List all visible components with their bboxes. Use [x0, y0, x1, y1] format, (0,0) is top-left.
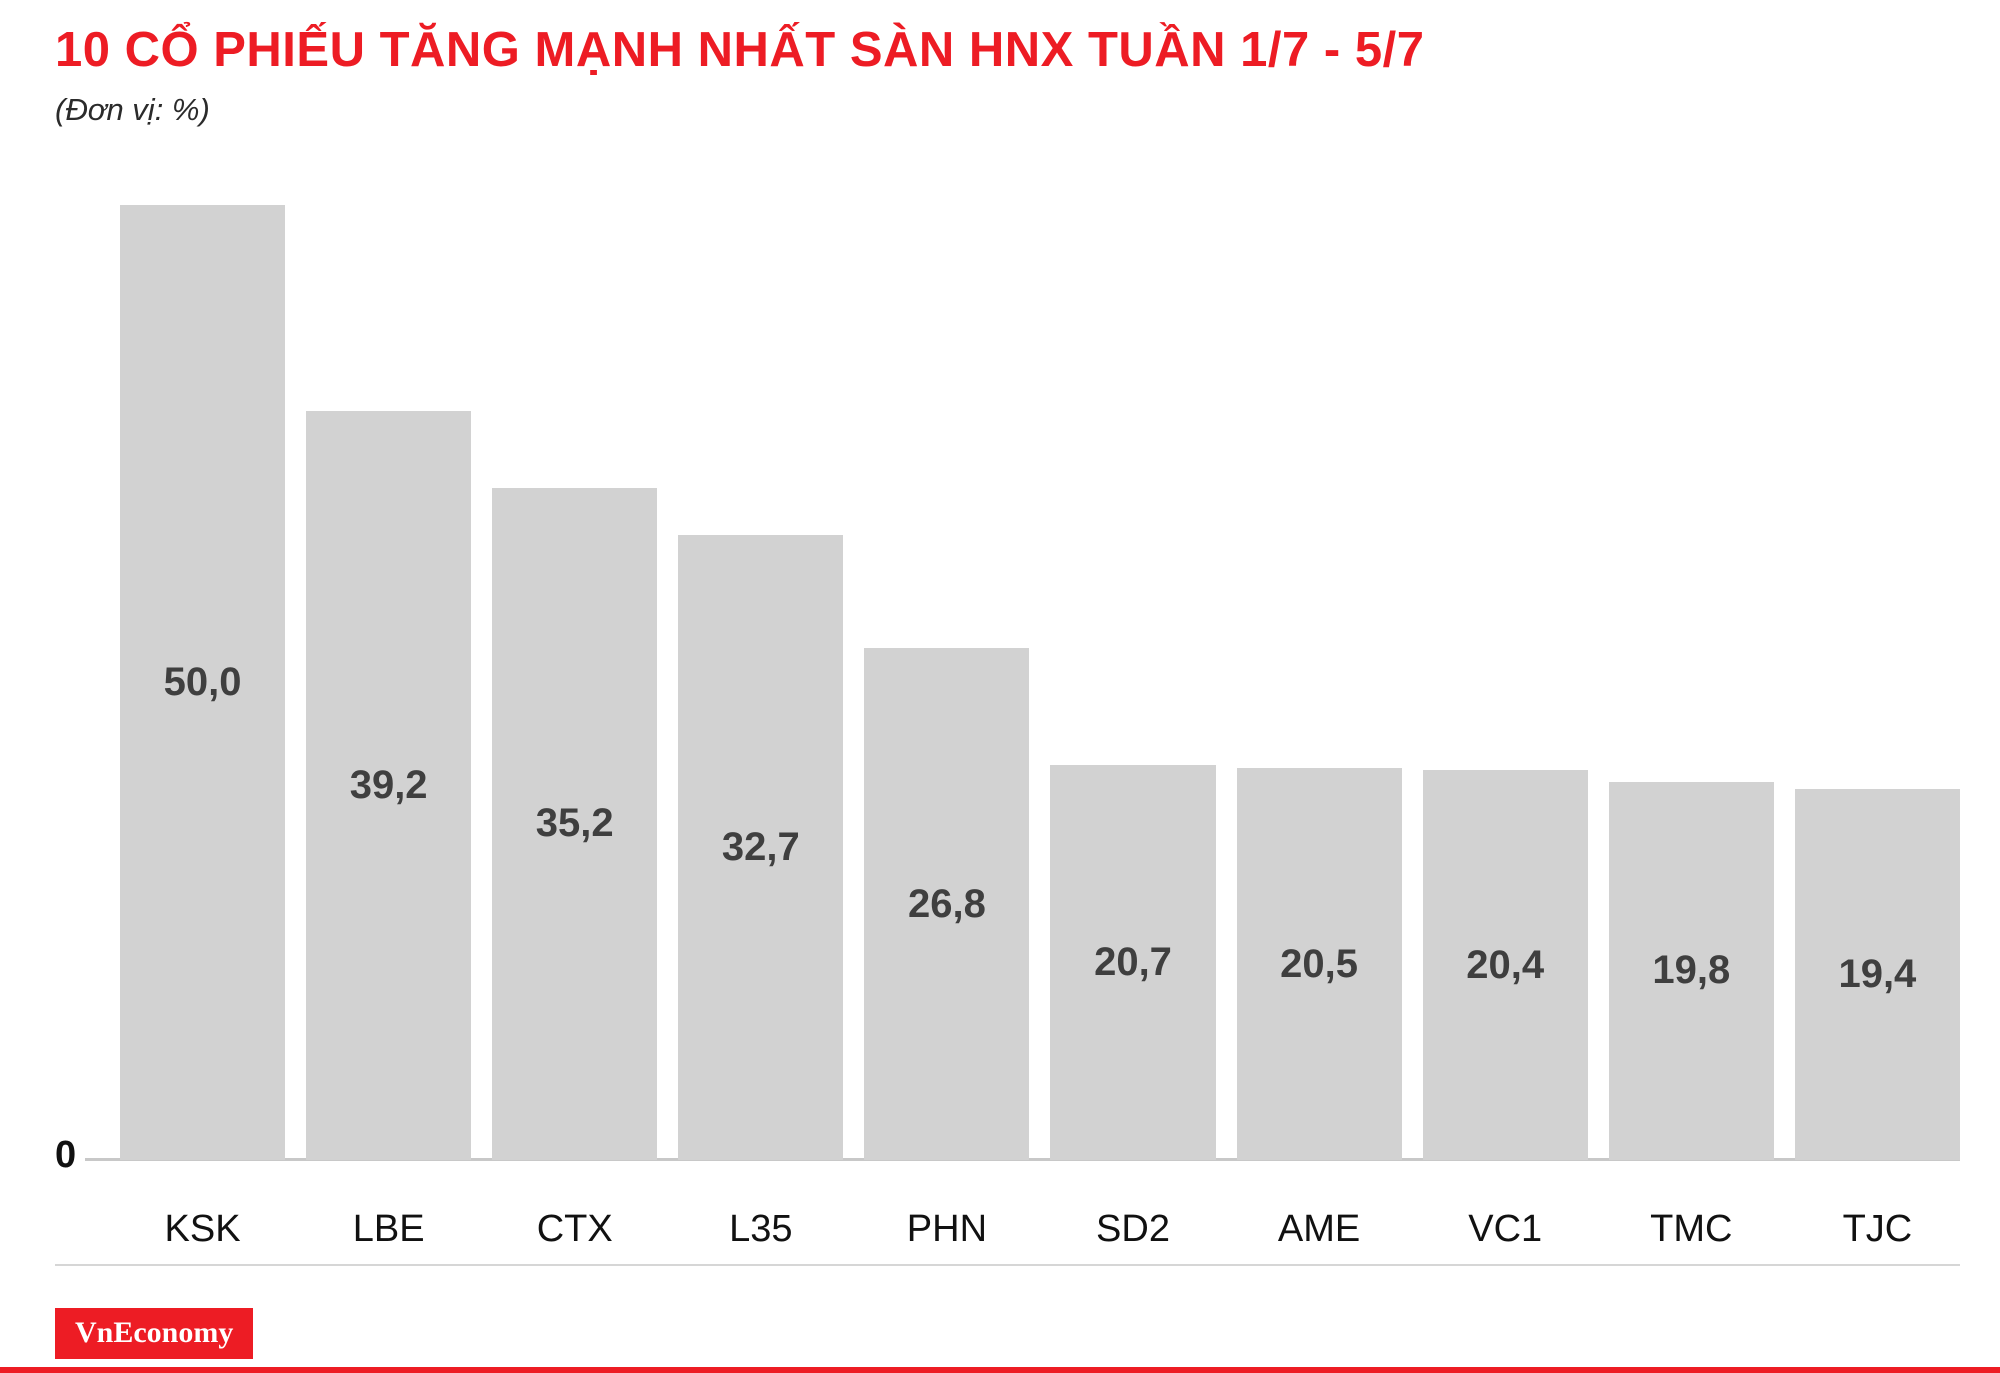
category-label: AME — [1277, 1208, 1361, 1250]
x-axis-category-row: KSK LBE CTX L35 PHN SD2 AME VC1 TMC TJC — [120, 1208, 1960, 1251]
footer-separator-line — [55, 1264, 1960, 1266]
bar: 20,5 — [1236, 205, 1402, 1160]
y-axis-zero-label: 0 — [55, 1134, 77, 1176]
bar: 20,7 — [1050, 205, 1216, 1160]
vneconomy-logo: VnEconomy — [55, 1308, 254, 1359]
category-label: PHN — [906, 1208, 988, 1250]
chart-title: 10 CỔ PHIẾU TĂNG MẠNH NHẤT SÀN HNX TUẦN … — [55, 23, 1425, 77]
bar-rect: 50,0 — [120, 205, 286, 1160]
category-label: TMC — [1650, 1208, 1733, 1250]
bar-rect: 39,2 — [306, 411, 472, 1160]
bar-rect: 26,8 — [864, 648, 1030, 1160]
bar-value-label: 20,4 — [1466, 942, 1545, 987]
bar-value-label: 39,2 — [349, 763, 428, 808]
bar-rect: 19,4 — [1794, 789, 1960, 1160]
bar: 50,0 — [120, 205, 286, 1160]
bar: 26,8 — [864, 205, 1030, 1160]
bar-rect: 19,8 — [1608, 781, 1774, 1160]
bar-value-label: 20,7 — [1094, 939, 1172, 984]
bar: 32,7 — [678, 205, 844, 1160]
bar-value-label: 32,7 — [721, 825, 800, 870]
bar-value-label: 19,4 — [1838, 952, 1917, 997]
bar-plot-area: 50,0 39,2 35,2 32,7 26,8 20,7 20,5 20,4 19,8 19,4 — [120, 205, 1960, 1160]
bar: 39,2 — [306, 205, 472, 1160]
bottom-accent-line — [0, 1367, 2000, 1373]
bar-rect: 20,7 — [1050, 764, 1216, 1160]
bar-value-label: 19,8 — [1652, 948, 1731, 993]
category-label: KSK — [164, 1208, 241, 1250]
bar-value-label: 20,5 — [1280, 941, 1359, 986]
category-label: CTX — [536, 1208, 613, 1250]
bar-rect: 35,2 — [492, 487, 658, 1160]
category-label: LBE — [352, 1208, 425, 1250]
bar: 20,4 — [1422, 205, 1588, 1160]
category-label: TJC — [1842, 1208, 1913, 1250]
bar-value-label: 35,2 — [535, 801, 614, 846]
bar: 19,4 — [1794, 205, 1960, 1160]
category-label: VC1 — [1468, 1208, 1543, 1250]
bar-rect: 32,7 — [678, 535, 844, 1160]
bar-value-label: 50,0 — [163, 660, 242, 704]
category-label: L35 — [729, 1208, 793, 1250]
bar: 19,8 — [1608, 205, 1774, 1160]
bar: 35,2 — [492, 205, 658, 1160]
bar-rect: 20,5 — [1236, 768, 1402, 1160]
chart-unit-label: (Đơn vị: %) — [55, 92, 210, 127]
bar-value-label: 26,8 — [907, 881, 986, 926]
category-label: SD2 — [1096, 1208, 1170, 1250]
bar-rect: 20,4 — [1422, 770, 1588, 1160]
